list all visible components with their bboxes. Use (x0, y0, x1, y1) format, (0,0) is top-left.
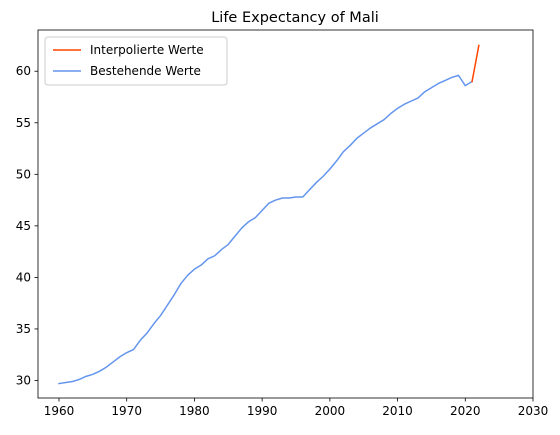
y-tick-label: 50 (16, 167, 31, 181)
chart-title: Life Expectancy of Mali (211, 10, 379, 26)
plot-frame (37, 29, 534, 399)
x-tick-label: 1960 (44, 404, 75, 418)
legend-label-interpolierte-werte: Interpolierte Werte (90, 43, 204, 57)
x-tick-label: 1990 (247, 404, 278, 418)
y-tick-label: 40 (16, 270, 31, 284)
series-line-bestehende-werte (58, 74, 474, 385)
legend-box (44, 36, 228, 86)
series-line-interpolierte-werte (471, 44, 480, 83)
legend-label-bestehende-werte: Bestehende Werte (90, 64, 201, 78)
x-tick-label: 1980 (179, 404, 210, 418)
x-tick-label: 2030 (518, 404, 549, 418)
y-tick-label: 55 (16, 116, 31, 130)
x-tick-label: 2000 (315, 404, 346, 418)
legend: Interpolierte Werte Bestehende Werte (44, 36, 228, 86)
x-tick-label: 2010 (382, 404, 413, 418)
plot-area (58, 44, 480, 385)
y-tick-label: 45 (16, 219, 31, 233)
x-tick-label: 2020 (450, 404, 481, 418)
x-tick-label: 1970 (111, 404, 142, 418)
y-tick-label: 60 (16, 64, 31, 78)
y-tick-label: 30 (16, 373, 31, 387)
y-tick-label: 35 (16, 322, 31, 336)
axes: 1960 1970 1980 1990 2000 2010 2020 2030 30 35 40 45… (16, 29, 549, 418)
